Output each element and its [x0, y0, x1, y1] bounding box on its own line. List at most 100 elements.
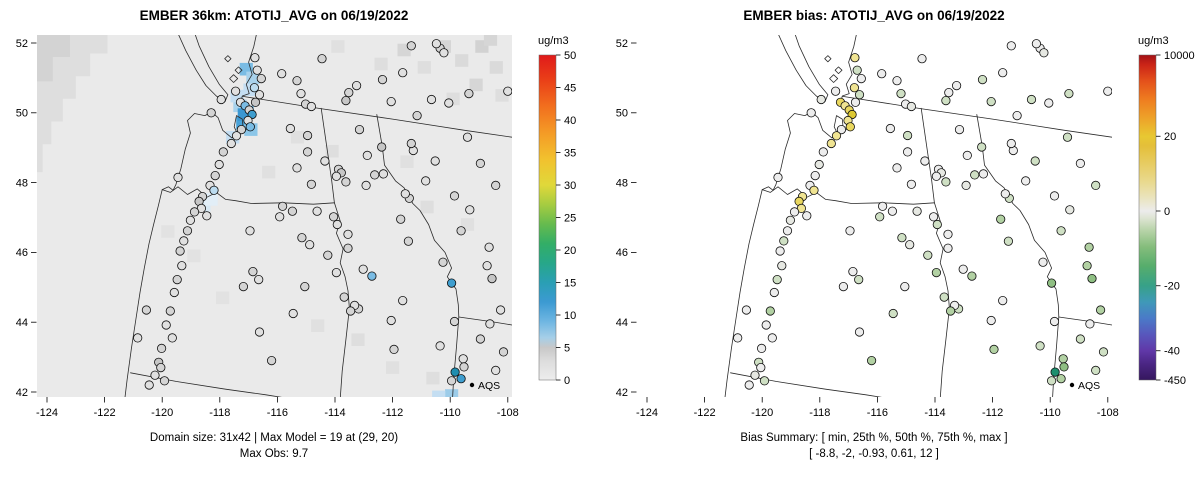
- x-tick-label: -108: [497, 407, 519, 419]
- station-marker: [998, 68, 1008, 78]
- station-marker: [759, 376, 770, 386]
- y-tick-label: 42: [616, 387, 628, 399]
- station-marker: [439, 48, 449, 58]
- colorbar-tick-label: -20: [1164, 281, 1180, 293]
- raster-cell: [417, 61, 431, 74]
- station-marker: [986, 315, 996, 326]
- colorbar-tick-label: 20: [1164, 131, 1176, 143]
- station-marker: [377, 142, 387, 152]
- colorbar-tick-label: 10: [564, 310, 576, 322]
- x-tick-label: -120: [151, 407, 173, 419]
- station-marker: [977, 75, 988, 85]
- station-marker: [245, 226, 255, 236]
- station-marker: [249, 83, 259, 93]
- island-outline: [834, 66, 843, 74]
- station-marker: [175, 246, 185, 256]
- station-marker: [370, 170, 380, 180]
- aqs-legend-label: AQS: [1078, 380, 1100, 392]
- station-marker: [475, 158, 485, 168]
- station-marker: [928, 212, 939, 222]
- aqs-legend-label: AQS: [478, 380, 500, 392]
- station-marker: [1012, 111, 1022, 121]
- station-marker: [389, 344, 399, 354]
- station-marker: [341, 177, 351, 187]
- station-marker: [887, 206, 897, 216]
- station-marker: [312, 206, 322, 216]
- station-marker: [214, 159, 224, 170]
- station-marker: [179, 236, 189, 246]
- left-colorbar-units-label: ug/m3: [538, 35, 569, 47]
- y-tick-label: 48: [616, 177, 628, 189]
- station-marker: [802, 211, 812, 221]
- station-marker: [377, 75, 388, 85]
- station-marker: [386, 97, 396, 107]
- us_canada-boundary: [242, 96, 512, 138]
- station-marker: [254, 327, 265, 337]
- station-marker: [943, 229, 953, 239]
- station-marker: [450, 367, 460, 377]
- model-map-area: [37, 35, 512, 397]
- station-marker: [339, 292, 349, 302]
- station-marker: [305, 240, 315, 250]
- raster-cell: [489, 61, 503, 74]
- station-marker: [292, 163, 302, 173]
- station-marker: [238, 281, 248, 292]
- id_wy-boundary: [452, 316, 460, 397]
- station-marker: [912, 206, 922, 216]
- raster-cell: [216, 291, 230, 305]
- station-marker: [866, 355, 877, 366]
- station-marker: [464, 89, 474, 99]
- colorbar-tick-label: -40: [1164, 346, 1180, 358]
- station-marker: [923, 250, 933, 260]
- station-marker: [750, 370, 760, 380]
- raster-cell: [483, 35, 498, 46]
- station-marker: [446, 376, 457, 386]
- station-marker: [431, 39, 441, 49]
- station-marker: [741, 305, 751, 315]
- station-marker: [1095, 305, 1106, 315]
- station-marker: [892, 163, 902, 173]
- station-marker: [484, 242, 494, 252]
- colorbar-gradient: [538, 54, 557, 381]
- y-tick-label: 52: [16, 38, 28, 50]
- aqs-legend-dot: [469, 382, 475, 388]
- station-marker: [498, 347, 509, 357]
- raster-cell: [374, 57, 388, 71]
- x-tick-label: -110: [1040, 407, 1061, 419]
- station-marker: [789, 207, 800, 217]
- raster-ocean-region: [37, 35, 70, 82]
- colorbar-tick-label: 0: [564, 375, 570, 387]
- station-marker: [1046, 376, 1057, 386]
- left-colorbar: 0 5 10 15 20 25 30 35 40 45 50: [538, 50, 576, 387]
- station-marker: [905, 240, 915, 250]
- x-tick-label: -118: [809, 407, 830, 419]
- raster-cell: [432, 390, 446, 397]
- station-marker: [398, 295, 408, 306]
- station-marker: [285, 123, 295, 134]
- station-marker: [202, 211, 212, 221]
- station-marker: [1087, 273, 1097, 284]
- station-marker: [765, 306, 775, 316]
- x-tick-label: -122: [94, 407, 116, 419]
- wa_id-boundary: [320, 107, 335, 204]
- station-marker: [430, 156, 440, 166]
- aqs-legend-dot: [1069, 382, 1075, 388]
- y-tick-label: 48: [16, 177, 28, 189]
- id_wy-boundary: [1052, 316, 1060, 397]
- station-marker: [1075, 158, 1085, 168]
- station-marker: [888, 308, 898, 319]
- station-marker: [482, 261, 492, 271]
- station-marker: [323, 250, 333, 260]
- station-marker: [806, 108, 816, 118]
- x-tick-label: -124: [36, 407, 58, 419]
- station-marker: [897, 233, 907, 243]
- station-marker: [250, 97, 261, 107]
- x-tick-label: -122: [694, 407, 716, 419]
- station-marker: [849, 83, 859, 93]
- station-marker: [487, 273, 497, 284]
- station-marker: [970, 170, 980, 180]
- colorbar-tick-label: 40: [564, 115, 576, 127]
- raster-cell: [311, 319, 325, 332]
- station-marker: [362, 150, 372, 160]
- x-tick-label: -112: [382, 407, 403, 419]
